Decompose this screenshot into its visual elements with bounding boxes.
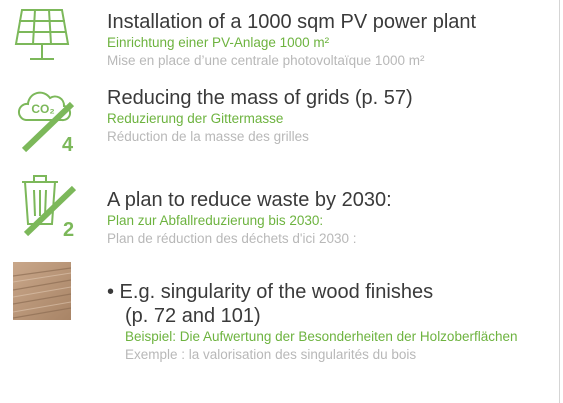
solar-panel-icon bbox=[14, 6, 70, 64]
item-title: • E.g. singularity of the wood finishes … bbox=[107, 280, 455, 328]
wood-photo bbox=[13, 262, 71, 320]
item-german: Plan zur Abfallreduzierung bis 2030: bbox=[107, 212, 559, 230]
item-title: A plan to reduce waste by 2030: bbox=[107, 188, 559, 212]
item: • E.g. singularity of the wood finishes … bbox=[107, 280, 559, 364]
item: Reducing the mass of grids (p. 57) Reduz… bbox=[107, 86, 559, 146]
co2-icon: CO₂ 4 bbox=[16, 84, 78, 154]
item-title: Installation of a 1000 sqm PV power plan… bbox=[107, 10, 559, 34]
item: Installation of a 1000 sqm PV power plan… bbox=[107, 10, 559, 70]
item-french: Exemple : la valorisation des singularit… bbox=[107, 346, 555, 364]
waste-icon: 2 bbox=[18, 170, 80, 238]
item-french: Mise en place d’une centrale photovoltaï… bbox=[107, 52, 559, 70]
item-german: Einrichtung einer PV-Anlage 1000 m² bbox=[107, 34, 559, 52]
badge-number: 4 bbox=[62, 134, 74, 154]
co2-label: CO₂ bbox=[31, 102, 54, 116]
item-french: Réduction de la masse des grilles bbox=[107, 128, 559, 146]
badge-number: 2 bbox=[63, 219, 74, 238]
page-edge bbox=[559, 0, 560, 403]
item-title: Reducing the mass of grids (p. 57) bbox=[107, 86, 559, 110]
item-french: Plan de réduction des déchets d'ici 2030… bbox=[107, 230, 559, 248]
item: A plan to reduce waste by 2030: Plan zur… bbox=[107, 188, 559, 248]
item-german: Reduzierung der Gittermasse bbox=[107, 110, 559, 128]
page: CO₂ 4 2 Installation of a 1000 sqm PV po… bbox=[0, 0, 563, 403]
item-german: Beispiel: Die Aufwertung der Besonderhei… bbox=[107, 328, 545, 346]
